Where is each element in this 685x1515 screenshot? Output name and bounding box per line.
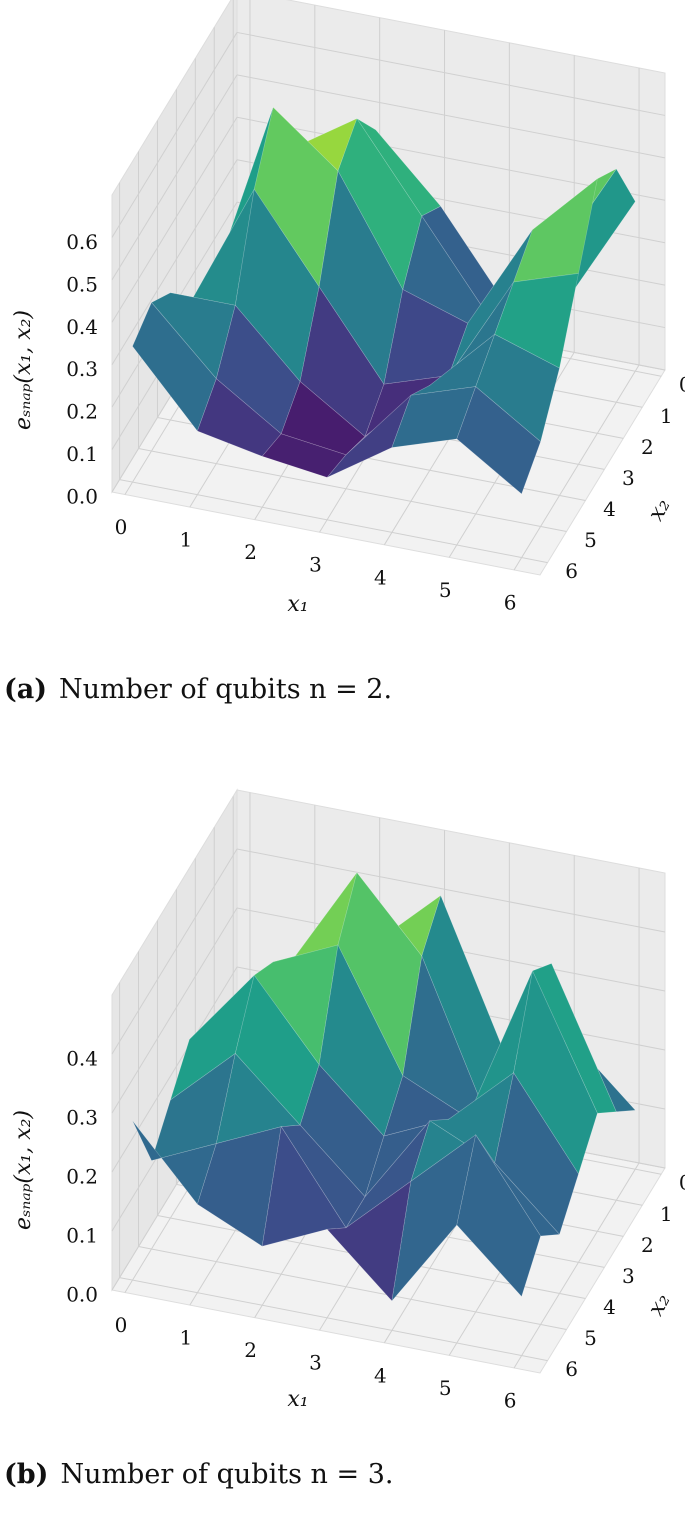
grid-line: [111, 848, 238, 1055]
y-tick-label: 3: [622, 466, 635, 490]
surface: [132, 106, 636, 495]
caption: (a) Number of qubits n = 2.: [4, 674, 392, 705]
z-tick-label: 0.3: [66, 1106, 98, 1130]
x-axis-label: x₁: [287, 1387, 308, 1412]
caption-text: Number of qubits n = 2.: [59, 674, 392, 705]
grid-line: [111, 32, 238, 238]
grid-line: [111, 159, 238, 365]
caption-label: (a): [4, 674, 47, 705]
y-tick-label: 1: [660, 1202, 673, 1226]
caption-label: (b): [4, 1459, 48, 1490]
x-tick-label: 6: [504, 590, 517, 614]
z-tick-label: 0.0: [66, 485, 98, 509]
x-tick-label: 0: [115, 1313, 128, 1337]
y-tick-label: 2: [641, 435, 654, 459]
z-tick-label: 0.6: [66, 230, 98, 254]
z-tick-label: 0.1: [66, 442, 98, 466]
surface-patch: [456, 1134, 541, 1298]
grid-line: [111, 907, 238, 1114]
x-tick-label: 6: [504, 1388, 517, 1412]
grid-line: [236, 31, 666, 116]
y-tick-label: 3: [622, 1264, 635, 1288]
grid-line: [111, 117, 238, 323]
x-tick-label: 5: [439, 578, 452, 602]
y-tick-label: 5: [584, 528, 597, 552]
x-tick-label: 3: [309, 1351, 322, 1375]
z-axis-label: eₛₙₐₚ(x₁, x₂): [11, 1110, 36, 1230]
x-tick-label: 1: [179, 1326, 192, 1350]
y-axis-label: x₂: [644, 1290, 676, 1320]
grid-line: [138, 448, 567, 533]
x-tick-label: 3: [309, 553, 322, 577]
surface-patch: [456, 386, 541, 495]
y-tick-label: 4: [603, 497, 616, 521]
grid-line: [513, 364, 640, 571]
grid-line: [513, 1162, 640, 1369]
z-tick-label: 0.1: [66, 1224, 98, 1248]
y-axis-label: x₂: [644, 495, 676, 525]
y-tick-label: 6: [565, 559, 578, 583]
caption: (b) Number of qubits n = 3.: [4, 1459, 393, 1490]
x-tick-label: 1: [179, 528, 192, 552]
grid-line: [119, 1277, 548, 1362]
x-tick-label: 0: [115, 515, 128, 539]
z-tick-label: 0.0: [66, 1283, 98, 1307]
y-tick-label: 4: [603, 1295, 616, 1319]
grid-line: [119, 479, 548, 564]
y-tick-label: 6: [565, 1357, 578, 1381]
z-tick-label: 0.2: [66, 400, 98, 424]
surface: [132, 871, 636, 1302]
z-tick-label: 0.4: [66, 1047, 98, 1071]
x-tick-label: 2: [244, 540, 257, 564]
x-axis-label: x₁: [287, 592, 308, 617]
z-axis-label: eₛₙₐₚ(x₁, x₂): [11, 310, 36, 430]
caption-text: Number of qubits n = 3.: [60, 1459, 393, 1490]
x-tick-label: 2: [244, 1338, 257, 1362]
grid-line: [236, 74, 666, 159]
y-tick-label: 0: [679, 1171, 685, 1195]
x-tick-label: 4: [374, 565, 387, 589]
x-tick-label: 4: [374, 1363, 387, 1387]
z-tick-label: 0.3: [66, 357, 98, 381]
grid-line: [111, 966, 238, 1173]
grid-line: [138, 1246, 567, 1331]
grid-line: [236, 848, 666, 933]
y-tick-label: 1: [660, 404, 673, 428]
y-tick-label: 2: [641, 1233, 654, 1257]
z-tick-label: 0.2: [66, 1165, 98, 1189]
z-tick-label: 0.5: [66, 272, 98, 296]
z-tick-label: 0.4: [66, 315, 98, 339]
grid-line: [111, 74, 238, 281]
x-tick-label: 5: [439, 1376, 452, 1400]
y-tick-label: 0: [679, 373, 685, 397]
y-tick-label: 5: [584, 1326, 597, 1350]
